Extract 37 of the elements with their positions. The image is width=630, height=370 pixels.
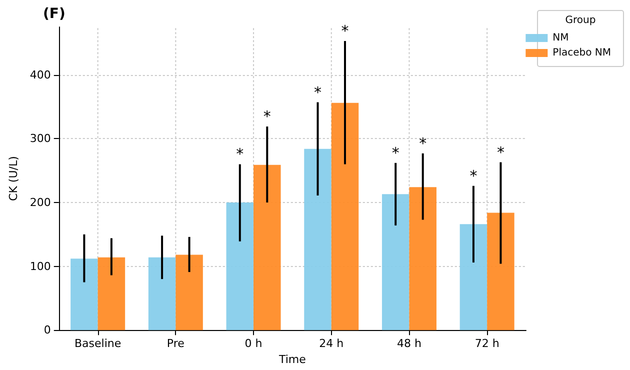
bar bbox=[304, 148, 332, 330]
bar bbox=[460, 224, 488, 330]
annotation: * bbox=[236, 145, 244, 164]
chart-title: (F) bbox=[43, 6, 66, 22]
y-tick-label: 200 bbox=[30, 196, 51, 209]
bar bbox=[176, 254, 203, 330]
legend-label: NM bbox=[552, 32, 569, 44]
bar bbox=[331, 102, 359, 330]
annotation: * bbox=[496, 143, 505, 162]
x-tick-label: 72 h bbox=[474, 337, 500, 350]
legend-title: Group bbox=[565, 15, 596, 26]
x-axis-title: Time bbox=[278, 353, 306, 366]
legend-label: Placebo NM bbox=[552, 48, 612, 58]
bar bbox=[98, 257, 126, 330]
x-tick-label: 24 h bbox=[319, 337, 344, 350]
y-tick-label: 400 bbox=[30, 68, 51, 82]
x-tick-label: Pre bbox=[166, 337, 185, 350]
bar bbox=[409, 187, 436, 330]
annotation: * bbox=[392, 144, 400, 162]
annotation: * bbox=[314, 83, 322, 102]
annotation: * bbox=[341, 22, 350, 40]
annotation: * bbox=[419, 134, 428, 152]
x-tick-label: 0 h bbox=[244, 337, 262, 350]
bar bbox=[254, 164, 281, 330]
y-tick-label: 100 bbox=[30, 260, 51, 273]
bar bbox=[70, 258, 98, 330]
y-tick-label: 300 bbox=[30, 132, 51, 146]
annotation: * bbox=[470, 166, 478, 185]
bar bbox=[226, 202, 254, 330]
x-tick-label: Baseline bbox=[74, 337, 122, 350]
bar bbox=[487, 212, 514, 330]
y-tick-label: 0 bbox=[44, 324, 51, 337]
annotation: * bbox=[263, 108, 272, 126]
bar bbox=[382, 194, 410, 330]
y-axis-title: CK (U/L) bbox=[7, 156, 20, 201]
x-tick-label: 48 h bbox=[396, 337, 422, 350]
bar bbox=[148, 257, 176, 330]
